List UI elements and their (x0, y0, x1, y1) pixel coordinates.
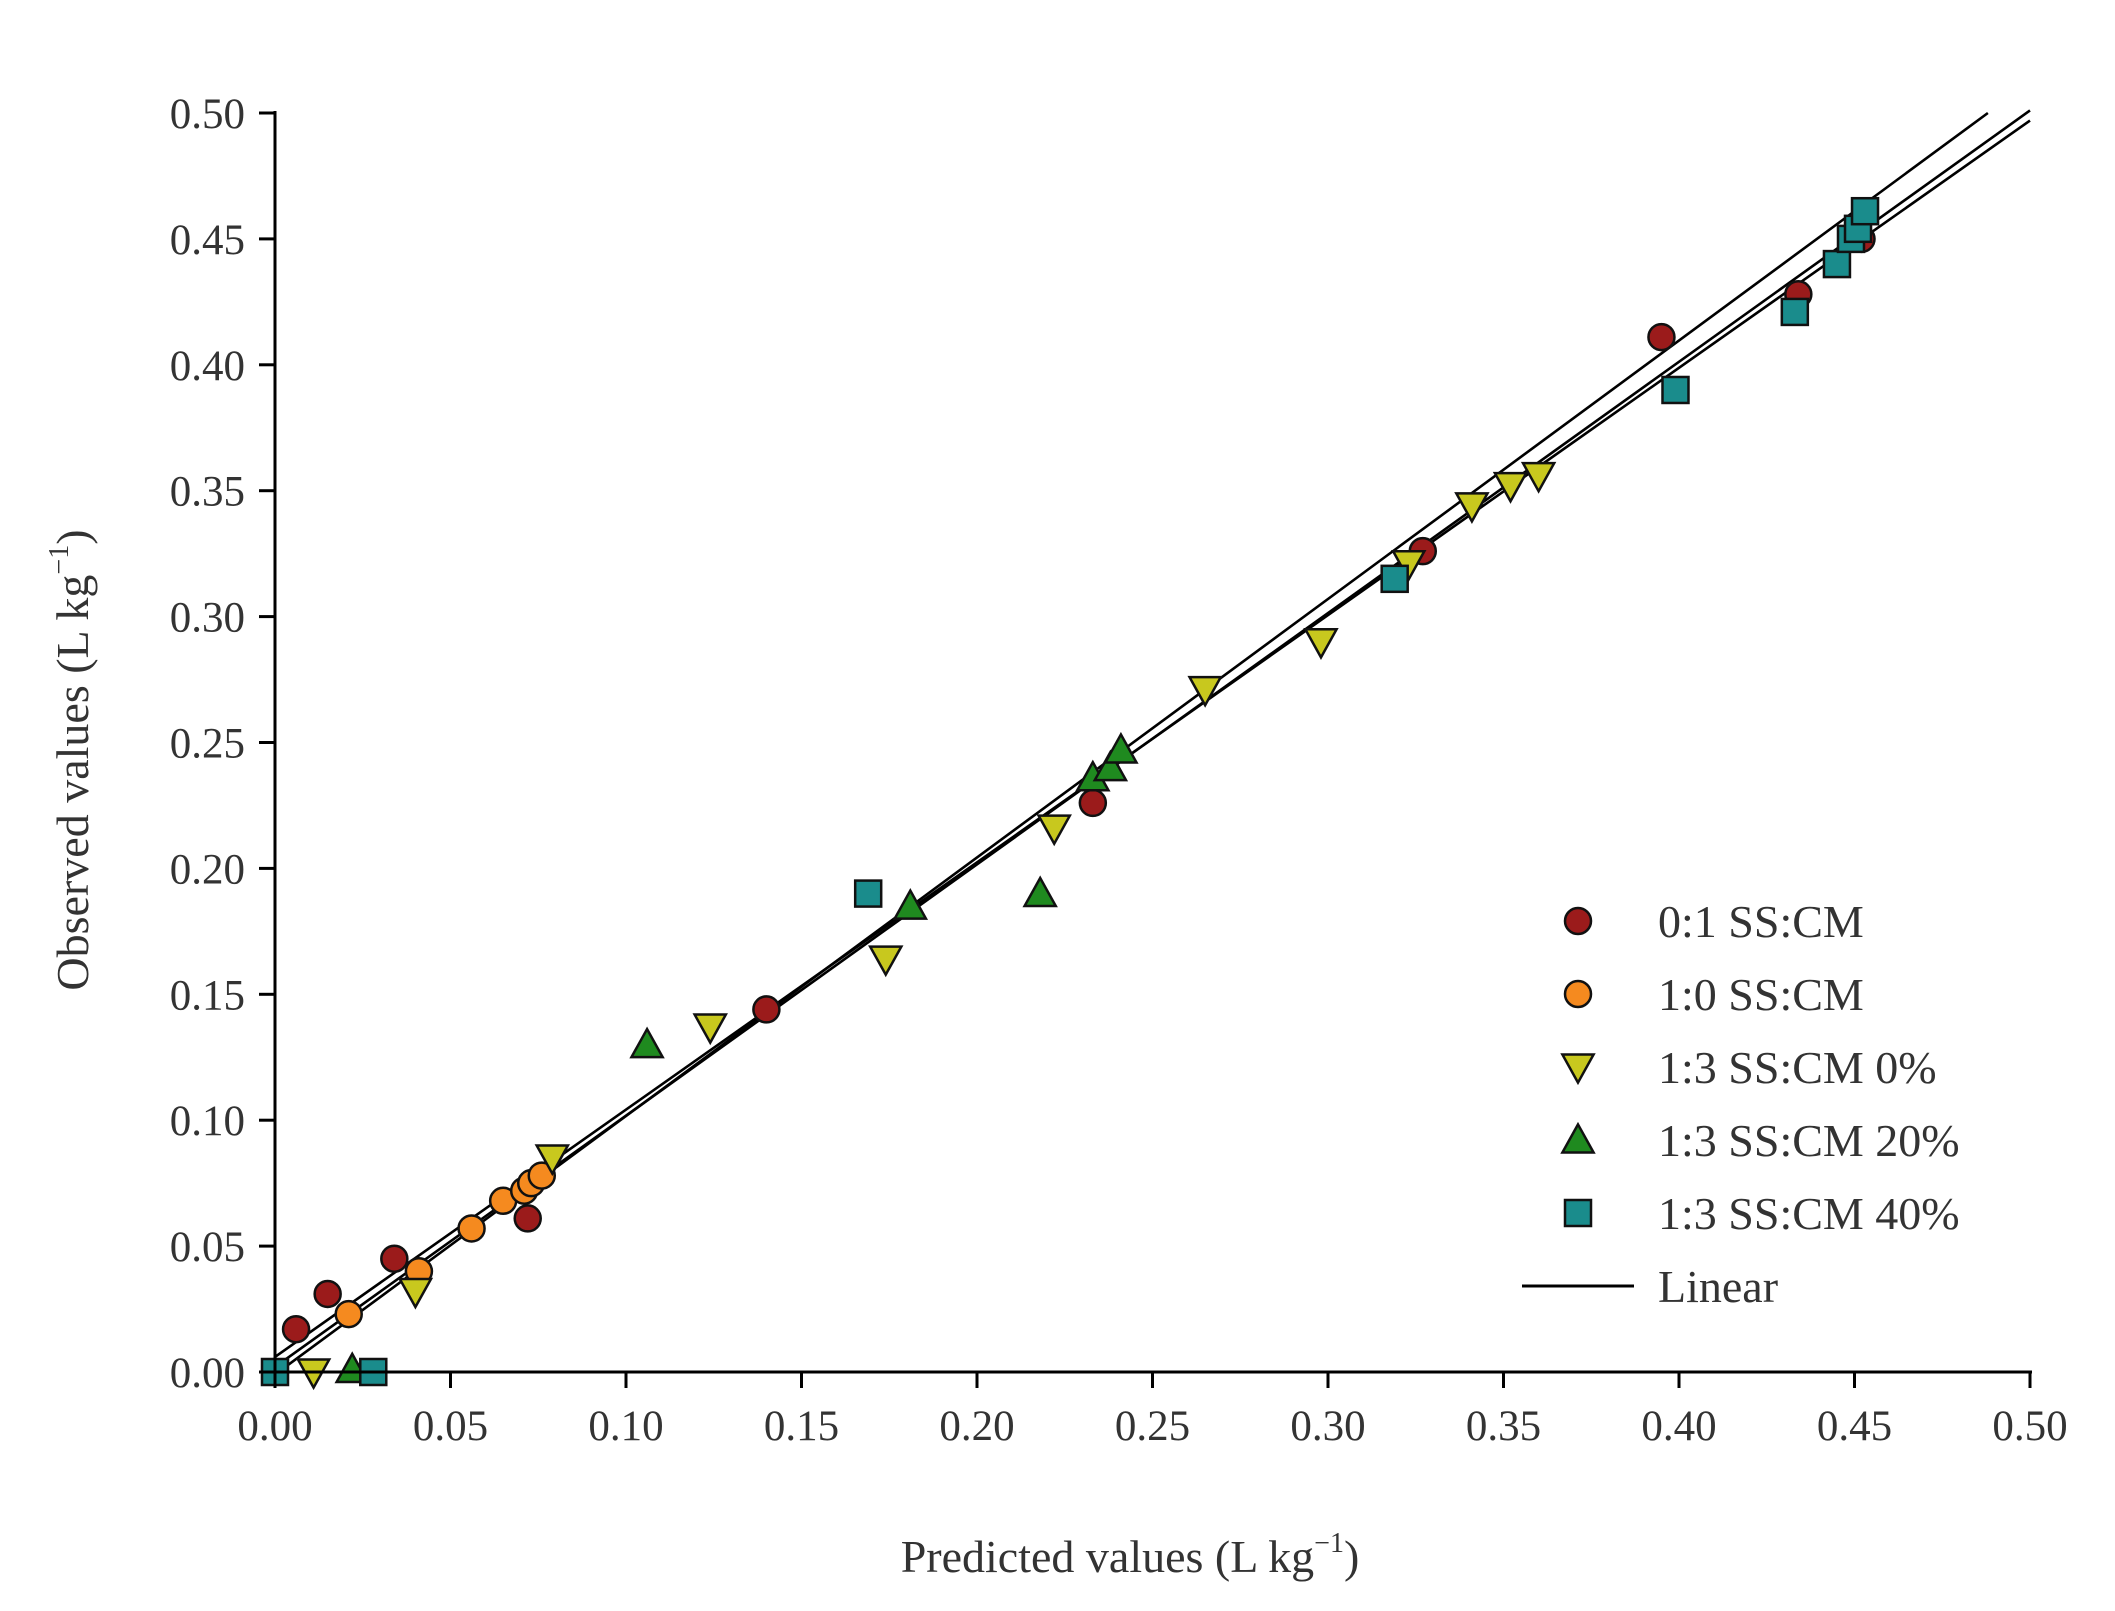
x-axis-title-main: Predicted values (L kg (901, 1531, 1314, 1582)
data-point (1780, 297, 1810, 327)
x-tick-label: 0.50 (1992, 1403, 2067, 1450)
data-point (1850, 196, 1880, 226)
data-point (1036, 814, 1072, 847)
data-point (1103, 731, 1139, 764)
data-point (380, 1244, 409, 1273)
data-point (281, 1314, 311, 1344)
y-tick-label: 0.25 (170, 721, 245, 768)
data-point (1078, 788, 1108, 818)
data-points (260, 196, 1880, 1391)
legend-item: 1:3 SS:CM 40% (1563, 1188, 1960, 1239)
data-point (1187, 675, 1223, 708)
series-1-3-ss-cm-20- (334, 731, 1139, 1384)
x-tick-label: 0.10 (588, 1403, 663, 1450)
legend-label: 1:0 SS:CM (1658, 969, 1864, 1020)
x-tick-label: 0.15 (764, 1403, 839, 1450)
legend-label: Linear (1658, 1261, 1778, 1312)
data-point (513, 1204, 542, 1233)
data-point (1380, 564, 1409, 594)
legend-marker (1563, 1198, 1593, 1228)
legend-item: 1:0 SS:CM (1563, 969, 1864, 1020)
y-tick-label: 0.00 (170, 1350, 245, 1397)
data-point (527, 1161, 557, 1190)
legend-marker (1560, 1121, 1596, 1154)
data-point (534, 1144, 571, 1177)
y-axis-title-sup: −1 (44, 545, 75, 575)
linear-fit-line (274, 109, 2031, 1369)
linear-fit-lines (274, 109, 2031, 1376)
y-tick-label: 0.45 (170, 217, 245, 264)
legend: 0:1 SS:CM 1:0 SS:CM 1:3 SS:CM 0% 1:3 SS:CM … (1522, 896, 1960, 1312)
data-point (1454, 492, 1490, 524)
data-point (295, 1358, 332, 1391)
x-tick-label: 0.05 (413, 1403, 488, 1450)
x-tick-label: 0.45 (1817, 1403, 1892, 1450)
data-point (313, 1279, 342, 1309)
data-point (892, 887, 929, 920)
data-point (629, 1026, 665, 1059)
data-point (457, 1214, 486, 1243)
linear-fit-line (274, 111, 1989, 1376)
y-tick-label: 0.40 (170, 343, 245, 390)
data-point (1661, 375, 1690, 405)
y-tick-label: 0.20 (170, 846, 245, 893)
data-point (853, 879, 883, 908)
series-1-0-ss-cm (334, 1161, 557, 1329)
y-axis-title-main: Observed values (L kg (47, 575, 98, 991)
y-tick-label: 0.15 (170, 972, 245, 1019)
legend-label: 0:1 SS:CM (1658, 896, 1864, 947)
legend-label: 1:3 SS:CM 20% (1658, 1115, 1960, 1166)
x-tick-label: 0.30 (1290, 1403, 1365, 1450)
x-axis-title: Predicted values (L kg−1) (901, 1528, 1360, 1582)
x-tick-label: 0.35 (1466, 1403, 1541, 1450)
data-point (334, 1299, 363, 1329)
x-tick-label: 0.00 (237, 1403, 312, 1450)
series-1-3-ss-cm-0- (295, 461, 1557, 1391)
data-point (1092, 749, 1129, 782)
data-point (1822, 249, 1852, 279)
y-axis-title: Observed values (L kg−1) (44, 529, 98, 990)
data-point (1520, 461, 1557, 494)
y-tick-label: 0.50 (170, 91, 245, 138)
x-axis-title-end: ) (1344, 1531, 1359, 1582)
x-tick-label: 0.40 (1641, 1403, 1716, 1450)
legend-item: 0:1 SS:CM (1563, 896, 1864, 947)
y-tick-label: 0.30 (170, 595, 245, 642)
data-point (752, 995, 781, 1024)
data-point (1492, 471, 1529, 504)
legend-item: 1:3 SS:CM 0% (1560, 1042, 1937, 1093)
data-point (868, 945, 904, 978)
legend-marker (1560, 1053, 1596, 1086)
data-point (397, 1277, 434, 1310)
y-tick-label: 0.05 (170, 1224, 245, 1271)
legend-marker (1563, 906, 1593, 936)
x-axis-title-sup: −1 (1314, 1528, 1344, 1559)
legend-marker (1563, 979, 1593, 1009)
legend-item: Linear (1522, 1261, 1778, 1312)
x-tick-label: 0.20 (939, 1403, 1014, 1450)
x-axis-ticks: 0.00 0.05 0.10 0.15 0.20 0.25 0.30 0.35 0.40 0.45… (237, 1372, 2068, 1450)
y-tick-label: 0.10 (170, 1098, 245, 1145)
legend-item: 1:3 SS:CM 20% (1560, 1115, 1960, 1166)
legend-label: 1:3 SS:CM 0% (1658, 1042, 1937, 1093)
data-point (1647, 322, 1676, 352)
y-axis-ticks: 0.00 0.05 0.10 0.15 0.20 0.25 0.30 0.35 0.40 0.45… (170, 91, 275, 1397)
data-point (1303, 628, 1339, 660)
y-axis-title-end: ) (47, 529, 98, 544)
legend-label: 1:3 SS:CM 40% (1658, 1188, 1960, 1239)
data-point (1022, 875, 1058, 908)
x-tick-label: 0.25 (1115, 1403, 1190, 1450)
data-point (692, 1013, 728, 1046)
y-tick-label: 0.35 (170, 469, 245, 516)
